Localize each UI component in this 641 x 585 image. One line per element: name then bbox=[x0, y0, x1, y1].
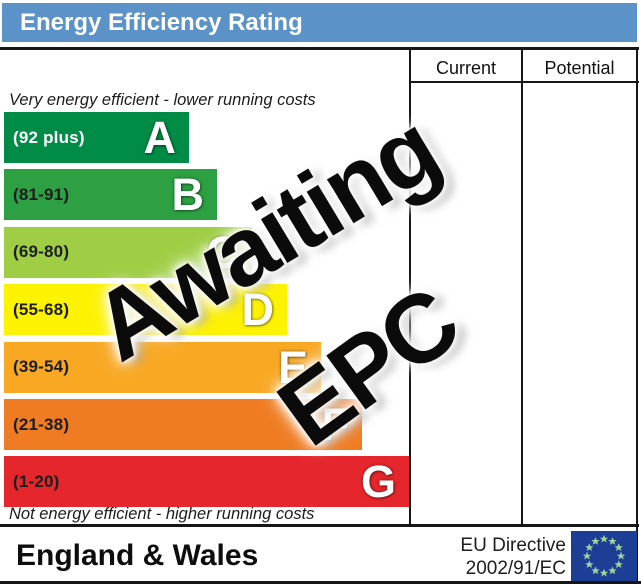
column-header-potential: Potential bbox=[544, 58, 615, 78]
band-letter: D bbox=[241, 284, 275, 336]
band-letter: B bbox=[171, 169, 205, 221]
table-right-border bbox=[636, 47, 638, 584]
page-title: Energy Efficiency Rating bbox=[2, 3, 637, 42]
band-range-label: (81-91) bbox=[13, 184, 70, 204]
table-top-border bbox=[0, 47, 639, 50]
band-range-label: (92 plus) bbox=[13, 127, 85, 147]
rating-band-b: (81-91) B bbox=[4, 169, 217, 221]
rating-band-d: (55-68) D bbox=[4, 284, 287, 336]
band-range-label: (1-20) bbox=[13, 471, 60, 491]
rating-band-c: (69-80) C bbox=[4, 226, 252, 278]
rating-band-a: (92 plus) A bbox=[4, 112, 189, 163]
region-label: England & Wales bbox=[16, 539, 259, 572]
band-range-label: (21-38) bbox=[13, 414, 70, 434]
page-bottom-border bbox=[0, 581, 641, 584]
top-caption: Very energy efficient - lower running co… bbox=[9, 91, 316, 109]
eu-flag-icon bbox=[571, 531, 637, 581]
rating-band-g: (1-20) G bbox=[4, 456, 409, 508]
header-row-underline bbox=[409, 81, 639, 83]
band-letter: E bbox=[277, 341, 308, 393]
band-range-label: (69-80) bbox=[13, 242, 70, 262]
current-column-divider bbox=[409, 47, 411, 527]
table-bottom-border bbox=[0, 524, 639, 527]
band-letter: A bbox=[143, 112, 177, 163]
bottom-caption: Not energy efficient - higher running co… bbox=[9, 505, 315, 523]
rating-band-e: (39-54) E bbox=[4, 341, 321, 393]
eu-directive-text: EU Directive 2002/91/EC bbox=[420, 534, 566, 580]
column-header-current: Current bbox=[435, 58, 497, 78]
band-letter: C bbox=[206, 226, 240, 278]
band-range-label: (55-68) bbox=[13, 299, 70, 319]
band-letter: G bbox=[360, 456, 396, 508]
rating-band-f: (21-38) F bbox=[4, 399, 362, 450]
potential-column-divider bbox=[521, 47, 523, 527]
eu-directive-line1: EU Directive bbox=[460, 535, 566, 556]
band-letter: F bbox=[321, 399, 350, 450]
band-range-label: (39-54) bbox=[13, 357, 70, 377]
eu-directive-line2: 2002/91/EC bbox=[465, 558, 566, 579]
